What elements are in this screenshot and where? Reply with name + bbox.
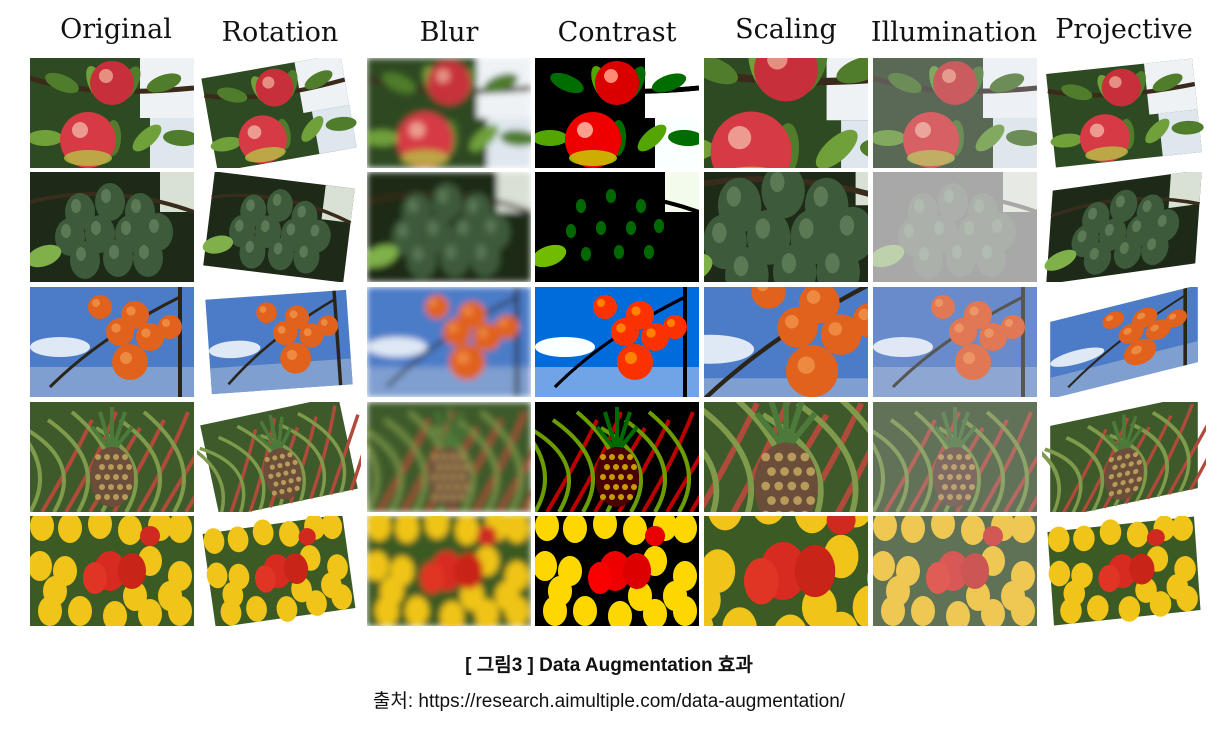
column-headers: Original Rotation Blur Contrast Scaling …	[0, 0, 1218, 60]
image-green-fruit-scaling	[704, 172, 868, 282]
column-header-illumination: Illumination	[870, 17, 1038, 48]
image-persimmon-scaling	[704, 287, 868, 397]
image-pineapple-scaling	[704, 402, 868, 512]
image-apple-illumination	[873, 58, 1037, 168]
image-green-fruit-rotation	[197, 172, 361, 282]
column-header-blur: Blur	[419, 17, 479, 48]
column-header-scaling: Scaling	[735, 14, 837, 45]
image-persimmon-blur	[367, 287, 531, 397]
image-green-fruit-illumination	[873, 172, 1037, 282]
image-green-fruit-projective	[1042, 172, 1206, 282]
image-tulip-rotation	[197, 516, 361, 626]
image-pineapple-blur	[367, 402, 531, 512]
image-tulip-scaling	[704, 516, 868, 626]
image-apple-contrast	[535, 58, 699, 168]
image-persimmon-illumination	[873, 287, 1037, 397]
image-tulip-original	[30, 516, 194, 626]
image-apple-rotation	[197, 58, 361, 168]
image-pineapple-original	[30, 402, 194, 512]
image-tulip-blur	[367, 516, 531, 626]
image-tulip-contrast	[535, 516, 699, 626]
image-apple-scaling	[704, 58, 868, 168]
figure-caption-title: [ 그림3 ] Data Augmentation 효과	[465, 655, 753, 676]
image-pineapple-contrast	[535, 402, 699, 512]
image-green-fruit-original	[30, 172, 194, 282]
image-tulip-illumination	[873, 516, 1037, 626]
image-pineapple-illumination	[873, 402, 1037, 512]
column-header-contrast: Contrast	[557, 17, 677, 48]
column-header-rotation: Rotation	[221, 17, 339, 48]
image-apple-blur	[367, 58, 531, 168]
image-pineapple-rotation	[197, 402, 361, 512]
column-header-projective: Projective	[1055, 14, 1193, 45]
image-persimmon-rotation	[197, 287, 361, 397]
figure-caption-source: 출처: https://research.aimultiple.com/data…	[372, 691, 846, 712]
image-pineapple-projective	[1042, 402, 1206, 512]
augmentation-image-grid	[30, 58, 1206, 626]
image-green-fruit-blur	[367, 172, 531, 282]
image-persimmon-original	[30, 287, 194, 397]
image-apple-projective	[1042, 58, 1206, 168]
column-header-original: Original	[60, 14, 172, 45]
image-persimmon-projective	[1042, 287, 1206, 397]
image-persimmon-contrast	[535, 287, 699, 397]
image-tulip-projective	[1042, 516, 1206, 626]
image-apple-original	[30, 58, 194, 168]
image-green-fruit-contrast	[535, 172, 699, 282]
